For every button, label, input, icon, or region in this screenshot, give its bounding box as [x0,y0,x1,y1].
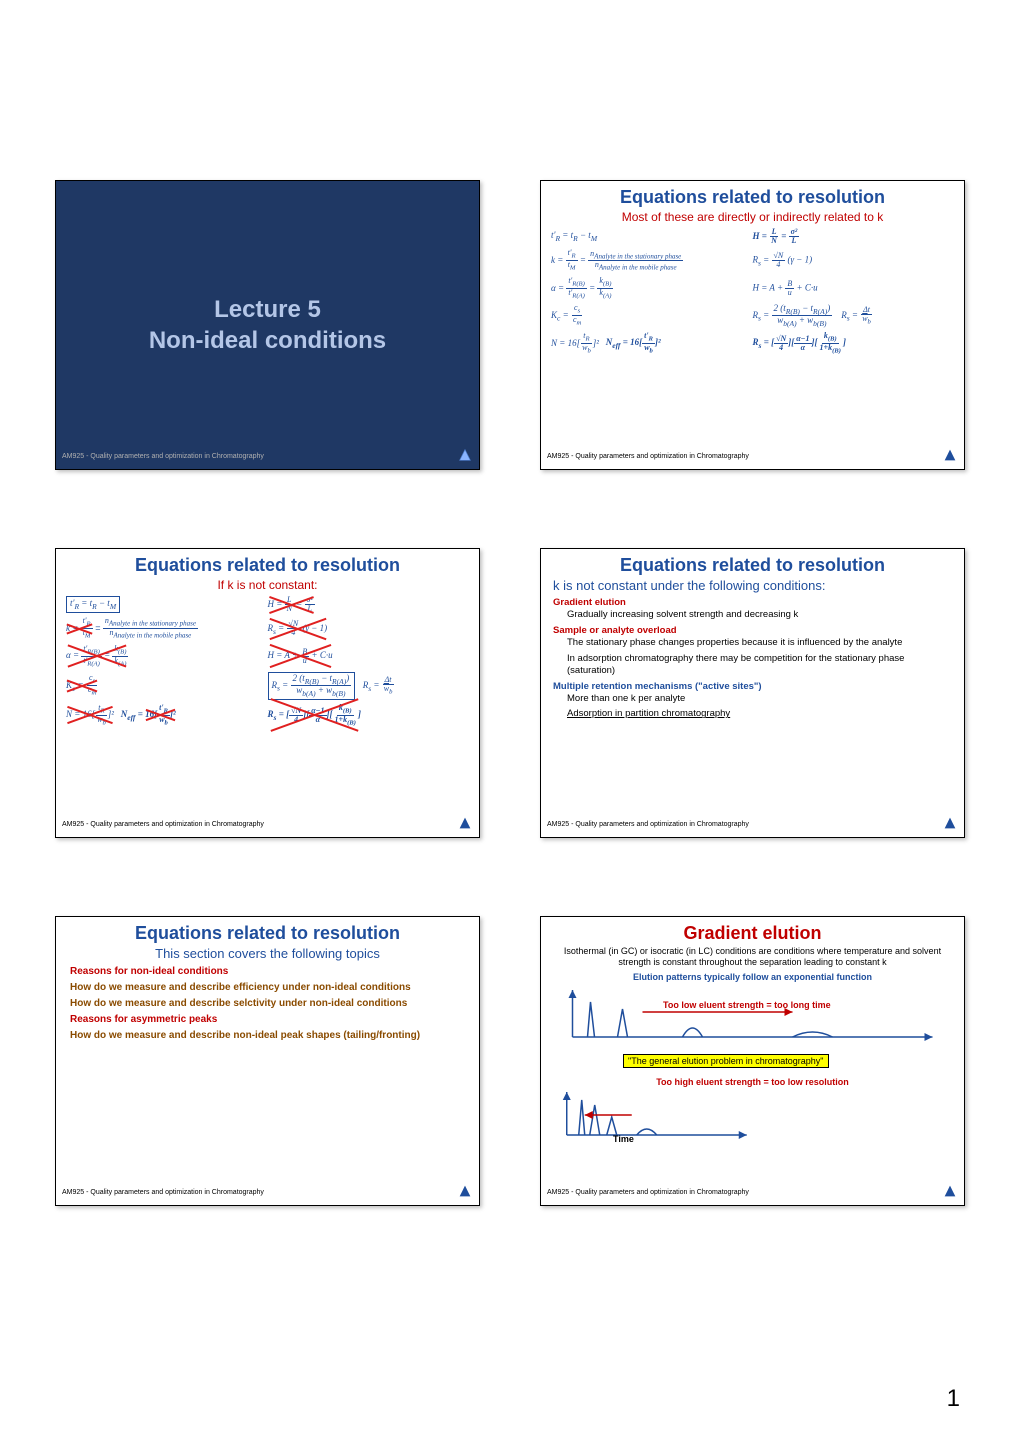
slide-footer: AM925 - Quality parameters and optimizat… [547,447,958,465]
title-line-2: Non-ideal conditions [149,325,386,356]
topic-item: How do we measure and describe non-ideal… [70,1030,465,1041]
top-chromatogram: Time [553,982,952,1042]
slide6-title: Gradient elution [541,923,964,944]
chart-caption-top: Elution patterns typically follow an exp… [553,972,952,982]
slide-4-conditions: Equations related to resolution k is not… [540,548,965,838]
slide3-subtitle: If k is not constant: [56,578,479,592]
slide-5-topics: Equations related to resolution This sec… [55,916,480,1206]
slide2-title: Equations related to resolution [541,187,964,208]
label-toolow: Too low eluent strength = too long time [663,1000,831,1010]
slide4-subtitle: k is not constant under the following co… [541,578,964,593]
slide-footer: AM925 - Quality parameters and optimizat… [547,815,958,833]
bottom-chromatogram [553,1087,760,1142]
slide-3-equations-crossed: Equations related to resolution If k is … [55,548,480,838]
slide2-subtitle: Most of these are directly or indirectly… [541,210,964,224]
logo-icon [457,1183,473,1201]
gradient-chart: Elution patterns typically follow an exp… [553,972,952,1142]
sec-head: Sample or analyte overload [553,625,952,636]
sec-body: Gradually increasing solvent strength an… [567,609,952,621]
logo-icon [942,447,958,465]
slide-footer: AM925 - Quality parameters and optimizat… [62,1183,473,1201]
page-number: 1 [947,1385,960,1413]
slide-footer: AM925 - Quality parameters and optimizat… [62,815,473,833]
slide4-title: Equations related to resolution [541,555,964,576]
sec-head: Gradient elution [553,597,952,608]
slide-footer: AM925 - Quality parameters and optimizat… [62,447,473,465]
slide-2-equations: Equations related to resolution Most of … [540,180,965,470]
logo-icon [942,815,958,833]
footer-text: AM925 - Quality parameters and optimizat… [547,821,749,828]
sec-body: The stationary phase changes properties … [567,637,952,649]
slide3-title: Equations related to resolution [56,555,479,576]
slide5-list: Reasons for non-ideal conditions How do … [56,966,479,1041]
slide4-body: Gradient elution Gradually increasing so… [541,597,964,720]
logo-icon [942,1183,958,1201]
sec-head: Multiple retention mechanisms ("active s… [553,681,952,692]
topic-item: Reasons for non-ideal conditions [70,966,465,977]
axis-label: Time [613,1134,634,1144]
sec-body: More than one k per analyte [567,693,952,705]
footer-text: AM925 - Quality parameters and optimizat… [62,453,264,460]
logo-icon [457,447,473,465]
sec-body: In adsorption chromatography there may b… [567,653,952,677]
slide-6-gradient: Gradient elution Isothermal (in GC) or i… [540,916,965,1206]
topic-item: How do we measure and describe selctivit… [70,998,465,1009]
logo-icon [457,815,473,833]
slide2-eq-area: t'R = tR − tM H = LN = σ²L k = t'RtM = n… [541,228,964,355]
slide5-title: Equations related to resolution [56,923,479,944]
slide-footer: AM925 - Quality parameters and optimizat… [547,1183,958,1201]
footer-text: AM925 - Quality parameters and optimizat… [62,1189,264,1196]
topic-item: Reasons for asymmetric peaks [70,1014,465,1025]
slide5-subtitle: This section covers the following topics [56,946,479,961]
slide-1-title: Lecture 5 Non-ideal conditions AM925 - Q… [55,180,480,470]
banner: "The general elution problem in chromato… [623,1054,829,1068]
sec-body: Adsorption in partition chromatography [567,708,952,720]
footer-text: AM925 - Quality parameters and optimizat… [547,453,749,460]
title-line-1: Lecture 5 [149,294,386,325]
lecture-title: Lecture 5 Non-ideal conditions [149,294,386,356]
footer-text: AM925 - Quality parameters and optimizat… [62,821,264,828]
footer-text: AM925 - Quality parameters and optimizat… [547,1189,749,1196]
slide6-desc: Isothermal (in GC) or isocratic (in LC) … [541,946,964,968]
slide3-eq-area: t'R = tR − tM H = LN = σ²L k = t'RtM = n… [56,596,479,727]
label-toohigh: Too high eluent strength = too low resol… [553,1077,952,1087]
topic-item: How do we measure and describe efficienc… [70,982,465,993]
